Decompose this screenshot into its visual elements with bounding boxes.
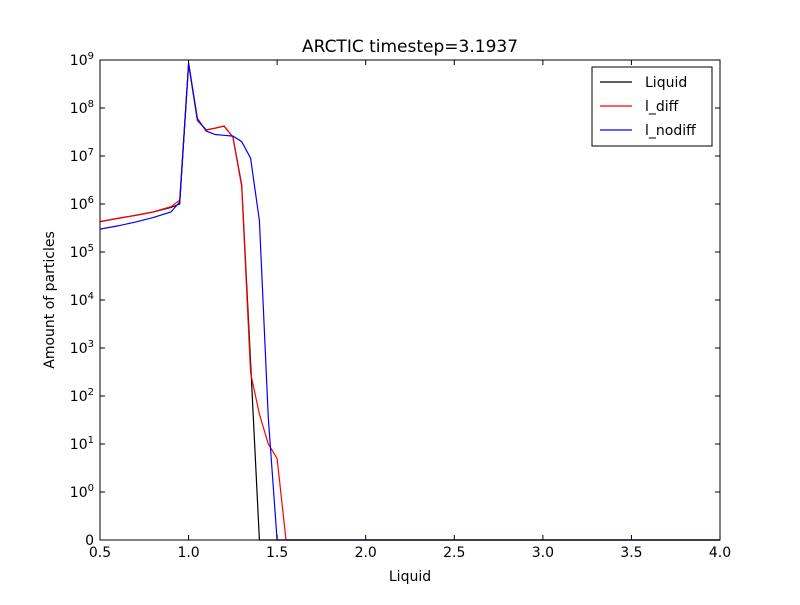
x-tick-label: 3.5 (620, 545, 642, 561)
y-tick-label: 106 (70, 195, 94, 213)
legend-label-l-diff: l_diff (645, 99, 679, 115)
y-tick-label: 108 (70, 99, 94, 117)
y-tick-label: 103 (70, 339, 94, 357)
x-tick-label: 0.5 (89, 545, 111, 561)
legend: Liquid l_diff l_nodiff (591, 66, 713, 147)
y-axis-ticks: 0 100 101 102 103 104 105 106 107 108 109 (70, 51, 720, 549)
y-tick-label: 101 (70, 435, 94, 453)
legend-label-l-nodiff: l_nodiff (645, 123, 696, 139)
y-tick-label: 102 (70, 387, 94, 405)
x-tick-label: 3.0 (532, 545, 554, 561)
y-tick-label: 104 (70, 291, 94, 309)
y-tick-label: 109 (70, 51, 94, 69)
x-tick-label: 1.0 (177, 545, 199, 561)
x-tick-label: 2.5 (443, 545, 465, 561)
x-axis-ticks: 0.5 1.0 1.5 2.0 2.5 3.0 3.5 4.0 (89, 60, 731, 561)
y-tick-label: 107 (70, 147, 94, 165)
chart-title: ARCTIC timestep=3.1937 (302, 37, 518, 57)
y-tick-label: 0 (85, 533, 94, 549)
y-tick-label: 105 (70, 243, 94, 261)
x-axis-label: Liquid (389, 569, 431, 585)
x-tick-label: 1.5 (266, 545, 288, 561)
legend-label-liquid: Liquid (645, 75, 687, 91)
y-tick-label: 100 (70, 483, 94, 501)
y-axis-label: Amount of particles (42, 231, 58, 369)
x-tick-label: 2.0 (355, 545, 377, 561)
x-tick-label: 4.0 (709, 545, 731, 561)
